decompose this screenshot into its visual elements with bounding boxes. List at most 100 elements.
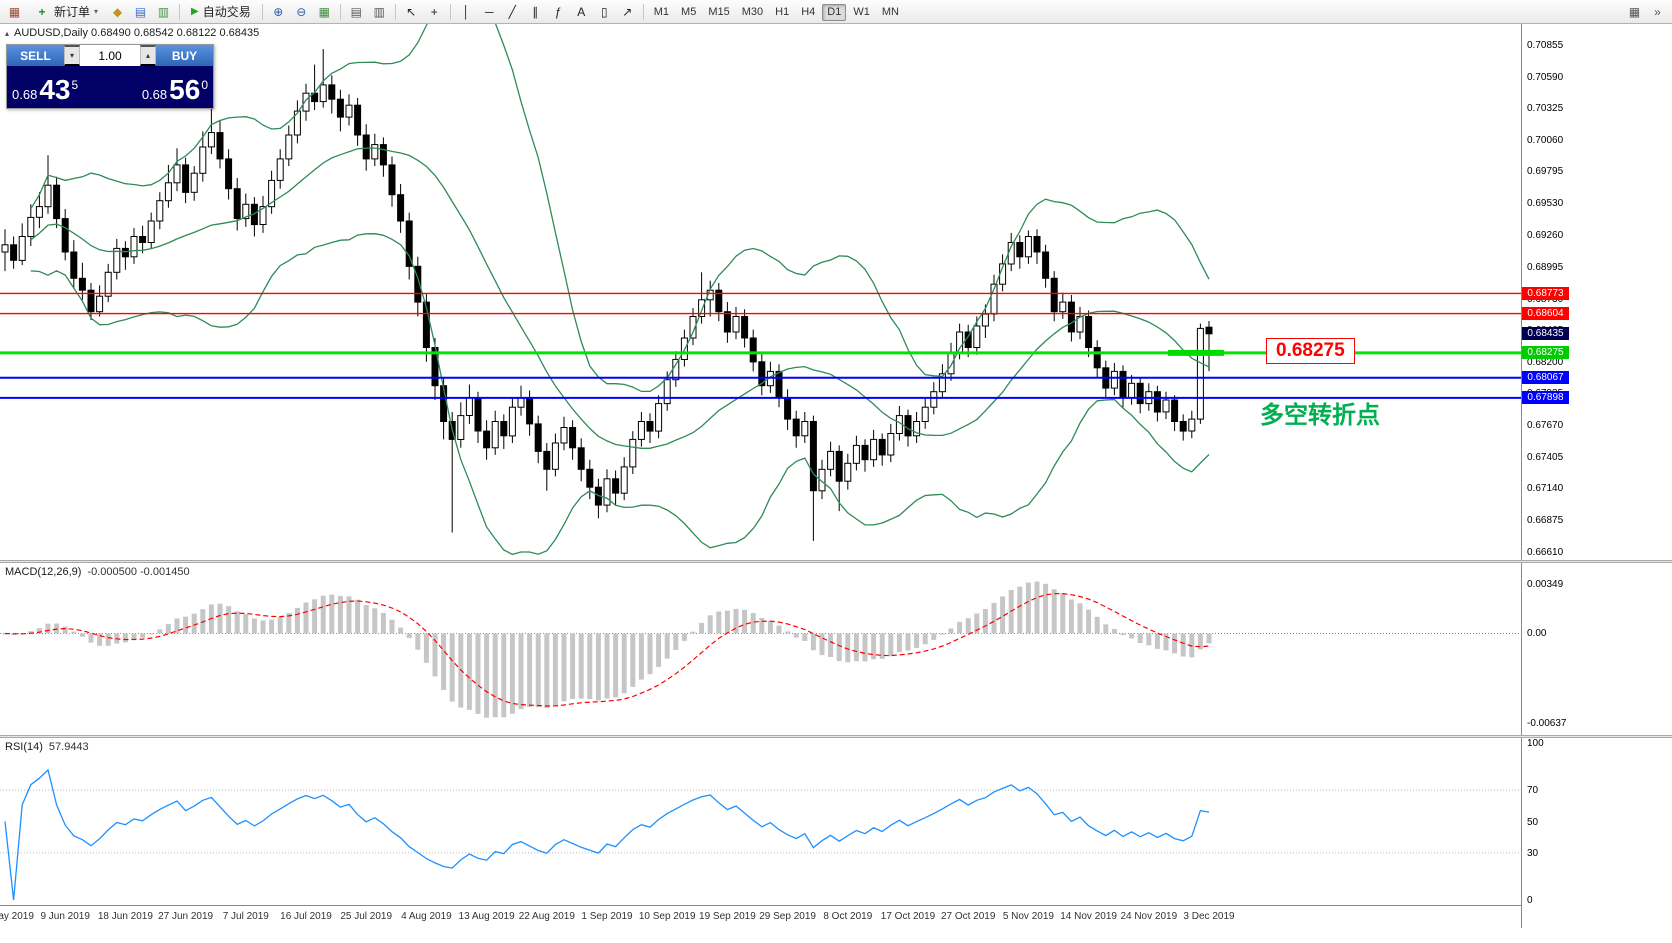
volume-decrease-button[interactable]: ▾ [64, 45, 80, 66]
panels-icon[interactable]: ▦ [1628, 4, 1641, 19]
autotrading-button[interactable]: ▶ 自动交易 [184, 2, 258, 21]
candle [655, 403, 663, 432]
candle [698, 299, 706, 317]
label-icon[interactable]: ▯ [600, 4, 608, 19]
macd-histogram-bar [552, 633, 558, 706]
tile-horizontal-icon[interactable]: ▤ [350, 4, 362, 19]
candle [663, 379, 671, 405]
candle [637, 421, 645, 440]
macd-histogram-bar [97, 633, 103, 646]
timeframe-m30[interactable]: M30 [737, 4, 768, 21]
timeframe-d1[interactable]: D1 [822, 3, 847, 21]
macd-histogram-bar [638, 633, 644, 680]
fibonacci-icon[interactable]: ƒ [554, 4, 562, 19]
new-chart-icon[interactable]: ▦ [8, 4, 21, 19]
timeframe-mn[interactable]: MN [877, 4, 904, 21]
text-icon[interactable]: A [577, 4, 586, 19]
macd-histogram-bar [183, 616, 189, 634]
candle [164, 182, 172, 202]
candle [422, 301, 430, 349]
macd-histogram-bar [1137, 633, 1143, 643]
new-order-button[interactable]: + 新订单 ▾ [27, 2, 105, 21]
timeframe-m1[interactable]: M1 [649, 4, 674, 21]
macd-histogram-bar [570, 633, 576, 700]
candle [577, 447, 585, 470]
macd-axis-label: -0.00637 [1527, 718, 1567, 730]
candle [775, 370, 783, 399]
main-chart-svg[interactable] [0, 24, 1521, 560]
candle [379, 144, 387, 166]
bollinger-lower-band[interactable] [30, 233, 1210, 556]
one-click-toggle-icon[interactable]: ▴ [5, 28, 10, 38]
buy-button[interactable]: BUY [156, 45, 213, 66]
date-axis-label: 16 Jul 2019 [280, 911, 332, 922]
macd-axis-label: 0.00 [1527, 628, 1547, 640]
price-callout-label[interactable]: 0.68275 [1266, 337, 1355, 364]
timeframe-m5[interactable]: M5 [676, 4, 701, 21]
macd-svg[interactable] [0, 563, 1521, 735]
candle [551, 442, 559, 470]
candle [1042, 251, 1050, 279]
macd-histogram-bar [888, 633, 894, 657]
arrows-icon[interactable]: ↗ [622, 4, 633, 19]
candle [792, 418, 800, 437]
macd-histogram-bar [286, 613, 292, 634]
candle [285, 134, 293, 160]
macd-histogram-bar [690, 631, 696, 634]
timeframe-h1[interactable]: H1 [770, 4, 794, 21]
zoom-out-icon[interactable]: ⊖ [296, 4, 307, 19]
macd-histogram-bar [896, 633, 902, 653]
candle [465, 397, 473, 417]
volume-input[interactable] [80, 45, 140, 66]
candle [121, 247, 129, 258]
profiles-icon[interactable]: ◆ [112, 4, 123, 19]
vertical-line-icon[interactable]: │ [462, 4, 471, 19]
bollinger-middle-band[interactable] [30, 147, 1210, 449]
candle [70, 251, 78, 279]
date-axis-label: 3 Dec 2019 [1183, 911, 1235, 922]
buy-price: 0.68 56 0 [141, 74, 208, 105]
sell-button[interactable]: SELL [7, 45, 64, 66]
candle [1059, 301, 1067, 313]
rsi-axis-label: 30 [1527, 847, 1539, 859]
date-axis[interactable]: 30 May 2019 9 Jun 2019 18 Jun 2019 27 Jun 2… [0, 905, 1521, 929]
macd-histogram-bar [1043, 583, 1049, 634]
crosshair-icon[interactable]: + [430, 4, 438, 19]
candle [560, 427, 568, 444]
tile-vertical-icon[interactable]: ▥ [373, 4, 385, 19]
macd-panel[interactable]: MACD(12,26,9) -0.000500 -0.001450 [0, 563, 1521, 735]
panel-splitter[interactable] [0, 735, 1672, 738]
macd-histogram-bar [759, 618, 765, 634]
macd-histogram-bar [1025, 582, 1031, 634]
candle [1205, 326, 1213, 335]
market-watch-icon[interactable]: ▤ [134, 4, 147, 19]
horizontal-line-icon[interactable]: ─ [484, 4, 494, 19]
panel-splitter[interactable] [0, 560, 1672, 563]
macd-histogram-bar [1146, 633, 1152, 646]
candle [18, 236, 26, 261]
candle [397, 194, 405, 222]
zoom-in-icon[interactable]: ⊕ [273, 4, 284, 19]
rsi-svg[interactable] [0, 738, 1521, 905]
annotation-text[interactable]: 多空转折点 [1260, 401, 1380, 429]
date-axis-label: 4 Aug 2019 [401, 911, 452, 922]
price-axis[interactable]: 0.70855 0.70590 0.70325 0.70060 0.69795 0.695… [1521, 24, 1671, 928]
bollinger-upper-band[interactable] [30, 24, 1210, 393]
timeframe-w1[interactable]: W1 [848, 4, 875, 21]
grid-icon[interactable]: ▦ [318, 4, 330, 19]
main-chart-panel[interactable]: ▴ AUDUSD,Daily 0.68490 0.68542 0.68122 0… [0, 24, 1521, 560]
volume-increase-button[interactable]: ▴ [140, 45, 156, 66]
timeframe-m15[interactable]: M15 [703, 4, 734, 21]
thick-trend-segment[interactable] [1168, 349, 1224, 356]
chevron-more-icon[interactable]: » [1654, 4, 1661, 19]
macd-histogram-bar [501, 633, 507, 718]
channel-icon[interactable]: ∥ [532, 4, 539, 19]
price-axis-label: 0.70590 [1527, 71, 1564, 83]
rsi-panel[interactable]: RSI(14) 57.9443 [0, 738, 1521, 905]
trendline-icon[interactable]: ╱ [508, 4, 516, 19]
cursor-icon[interactable]: ↖ [406, 4, 417, 19]
navigator-icon[interactable]: ▥ [157, 4, 170, 19]
macd-histogram-bar [36, 628, 42, 634]
timeframe-h4[interactable]: H4 [796, 4, 820, 21]
macd-histogram-bar [165, 624, 171, 634]
